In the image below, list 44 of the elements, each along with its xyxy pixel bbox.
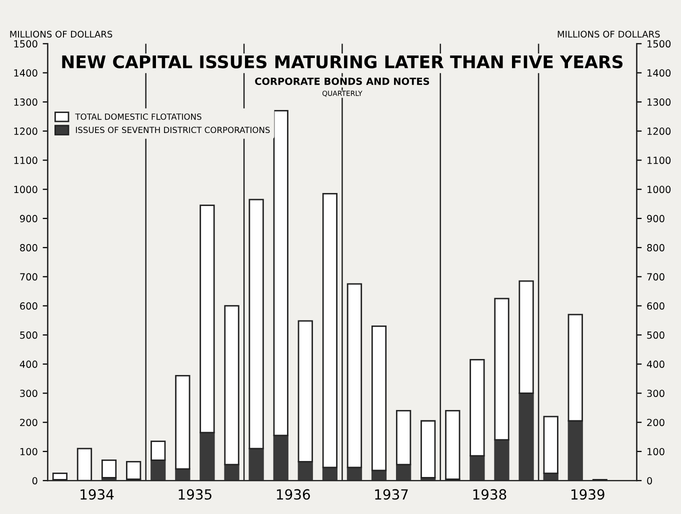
y2-tick-label: 200 [647, 418, 664, 426]
y-axis-title: MILLIONS OF DOLLARS [10, 30, 112, 38]
y2-tick-label: 1200 [648, 128, 671, 135]
y-tick-label: 400 [20, 360, 38, 368]
x-tick-label: 1937 [375, 489, 408, 500]
y-tick-label: 1400 [14, 69, 38, 77]
y2-axis-title: MILLIONS OF DOLLARS [558, 30, 660, 38]
y-tick-label: 200 [20, 418, 38, 426]
y2-tick-label: 1000 [648, 186, 671, 194]
y-tick-label: 1500 [14, 40, 38, 48]
y2-tick-label: 500 [647, 331, 664, 339]
x-tick-label: 1936 [276, 489, 310, 500]
y-tick-label: 1200 [14, 128, 38, 135]
legend-label: TOTAL DOMESTIC FLOTATIONS [75, 114, 202, 120]
x-tick-label: 1935 [178, 489, 212, 500]
y-tick-label: 900 [20, 214, 38, 222]
y-tick-label: 600 [20, 302, 38, 310]
y2-tick-label: 1400 [648, 69, 671, 77]
y2-tick-label: 1100 [648, 156, 671, 164]
y2-tick-label: 0 [647, 477, 652, 484]
y2-tick-label: 1300 [648, 98, 671, 106]
y-tick-label: 1000 [14, 186, 38, 194]
y2-tick-label: 900 [647, 214, 664, 222]
y2-tick-label: 400 [646, 360, 664, 368]
legend-label: ISSUES OF SEVENTH DISTRICT CORPORATIONS [76, 126, 270, 134]
y-tick-label: 300 [20, 390, 38, 398]
y-tick-label: 0 [32, 477, 38, 484]
text: NEW CAPITAL ISSUES MATURING LATER THAN FIVE YEARS [62, 55, 623, 68]
x-tick-label: 1934 [80, 489, 114, 500]
text: CORPORATE BONDS AND NOTES [255, 78, 430, 85]
y2-tick-label: 1500 [648, 40, 671, 48]
y2-tick-label: 800 [647, 244, 664, 252]
y-tick-label: 500 [20, 331, 38, 339]
y2-tick-label: 700 [647, 273, 664, 281]
y-tick-label: 100 [20, 448, 38, 456]
x-tick-label: 1938 [473, 489, 506, 500]
y2-tick-label: 600 [647, 302, 664, 310]
x-tick-label: 1939 [572, 489, 604, 500]
y2-tick-label: 100 [648, 448, 664, 456]
y-tick-label: 1300 [14, 98, 38, 106]
y-tick-label: 800 [20, 244, 38, 252]
y-tick-label: 700 [20, 273, 38, 281]
y-tick-label: 1100 [14, 156, 38, 164]
y2-tick-label: 300 [647, 390, 664, 398]
